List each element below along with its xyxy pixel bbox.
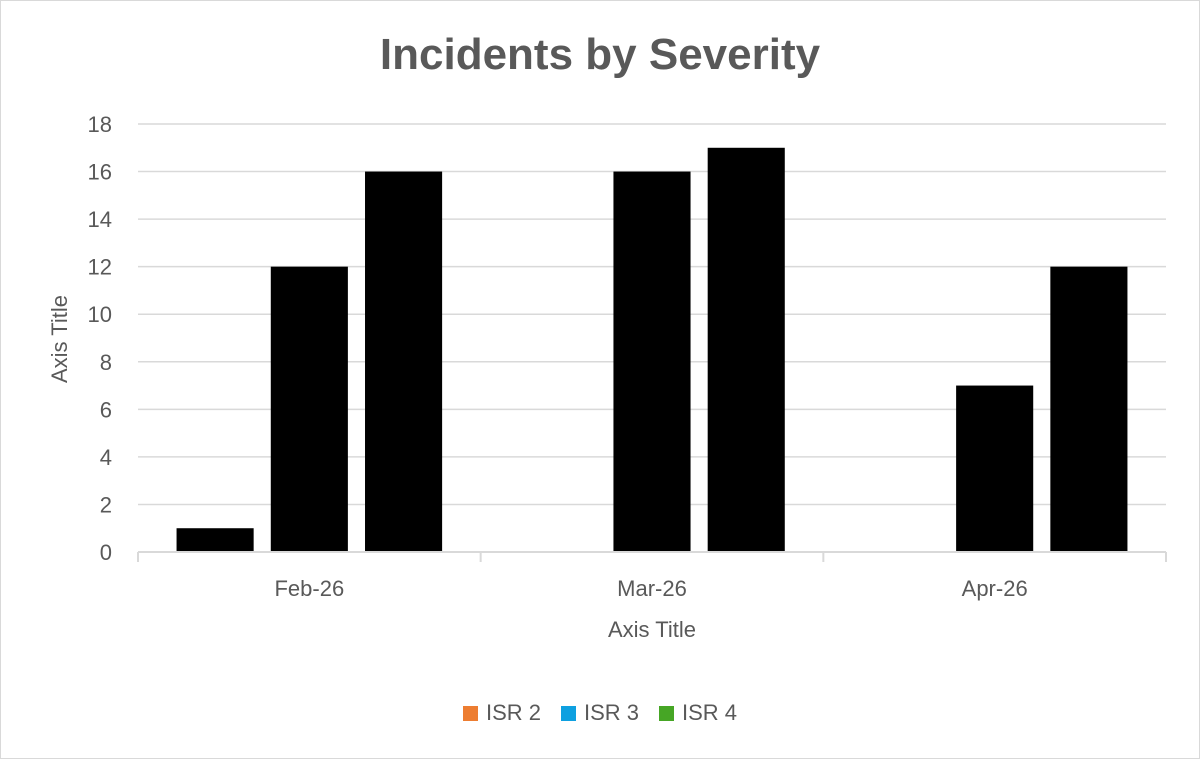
y-tick-label: 18 [88,112,112,137]
legend-swatch [659,705,675,721]
bar-isr-3-mar-26 [613,171,691,553]
legend-item: ISR 4 [659,700,737,726]
bar-isr-3-feb-26 [270,266,348,552]
bar-isr-4-apr-26 [1050,266,1128,552]
bar-isr-3-apr-26 [956,385,1034,552]
x-axis-title: Axis Title [607,617,697,642]
bar-isr-4-feb-26 [365,171,443,553]
legend-item: ISR 3 [560,700,640,726]
legend-swatch [462,705,478,721]
legend: ISR 2 ISR 3 ISR 4 [0,700,1200,726]
x-tick-label: Feb-26 [274,576,344,601]
x-tick-label: Apr-26 [962,576,1028,601]
legend-swatch [560,705,576,721]
legend-label: ISR 4 [682,700,738,725]
y-tick-label: 4 [100,445,112,470]
chart-title: Incidents by Severity [379,30,821,79]
y-tick-label: 0 [100,540,112,565]
legend-label: ISR 2 [485,700,541,725]
legend-item: ISR 2 [462,700,541,726]
y-tick-label: 6 [100,397,112,422]
bar-isr-4-mar-26 [707,147,785,552]
y-tick-label: 12 [88,255,112,280]
y-tick-label: 16 [88,160,112,185]
y-tick-label: 14 [88,207,112,232]
legend-label: ISR 3 [583,700,640,725]
y-tick-label: 8 [100,350,112,375]
bar-isr-2-feb-26 [176,528,254,552]
y-tick-label: 2 [100,492,112,517]
y-tick-label: 10 [88,302,112,327]
x-tick-label: Mar-26 [617,576,687,601]
